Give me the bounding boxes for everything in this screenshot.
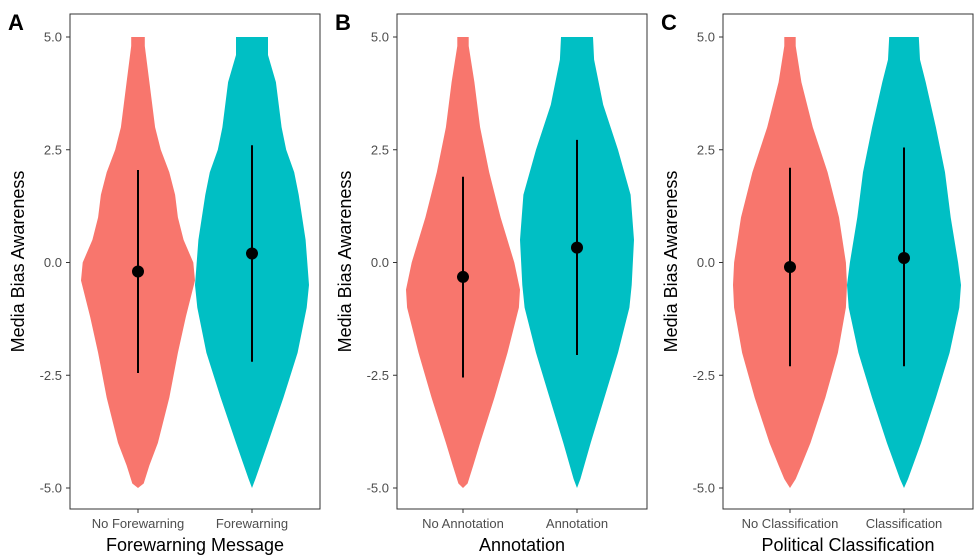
x-tick-label: Forewarning	[216, 516, 288, 531]
y-tick-label: 2.5	[44, 142, 62, 157]
x-tick-label: No Annotation	[422, 516, 504, 531]
x-tick-label: Annotation	[546, 516, 608, 531]
x-axis-title: Forewarning Message	[106, 535, 284, 555]
mean-point	[784, 261, 796, 274]
y-tick-label: 0.0	[371, 255, 389, 270]
plot-frame	[722, 13, 974, 510]
y-axis-title: Media Bias Awareness	[8, 171, 28, 353]
x-tick-label: Classification	[866, 516, 943, 531]
y-axis-title: Media Bias Awareness	[335, 171, 355, 353]
y-tick-label: 5.0	[697, 30, 715, 45]
y-tick-label: -5.0	[40, 481, 62, 496]
mean-point	[571, 241, 583, 254]
y-tick-label: 5.0	[371, 30, 389, 45]
plot-frame	[396, 13, 648, 510]
panel-a: A -5.0 -2.5 0.0 2.5 5.0 No Forewarning Forewarn…	[8, 10, 321, 555]
plot-frame	[69, 13, 321, 510]
panel-letter: A	[8, 10, 24, 35]
panel-letter: C	[661, 10, 677, 35]
y-tick-label: 2.5	[697, 142, 715, 157]
y-axis-title: Media Bias Awareness	[661, 171, 681, 353]
panel-c: C -5.0 -2.5 0.0 2.5 5.0 No Classification Class…	[661, 10, 974, 555]
mean-point	[246, 247, 258, 260]
mean-point	[898, 251, 910, 264]
y-tick-label: 2.5	[371, 142, 389, 157]
y-tick-label: 5.0	[44, 30, 62, 45]
y-tick-label: -2.5	[367, 368, 389, 383]
y-tick-label: 0.0	[44, 255, 62, 270]
mean-point	[132, 265, 144, 278]
x-axis-title: Annotation	[479, 535, 565, 555]
y-tick-label: -2.5	[693, 368, 715, 383]
y-tick-label: 0.0	[697, 255, 715, 270]
panel-letter: B	[335, 10, 351, 35]
y-tick-label: -2.5	[40, 368, 62, 383]
mean-point	[457, 270, 469, 283]
x-tick-label: No Classification	[742, 516, 839, 531]
y-tick-label: -5.0	[367, 481, 389, 496]
y-tick-label: -5.0	[693, 481, 715, 496]
x-axis-title: Political Classification	[761, 535, 934, 555]
panel-b: B -5.0 -2.5 0.0 2.5 5.0 No Annotation Annotatio…	[335, 10, 648, 555]
x-tick-label: No Forewarning	[92, 516, 185, 531]
